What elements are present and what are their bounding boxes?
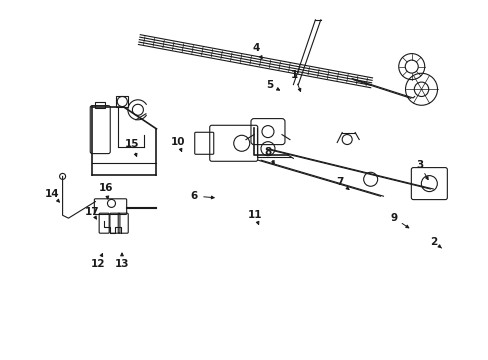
Text: 8: 8 <box>264 147 271 157</box>
Text: 11: 11 <box>247 210 262 220</box>
Text: 9: 9 <box>389 213 397 223</box>
Text: 1: 1 <box>290 70 297 80</box>
Text: 13: 13 <box>115 259 129 269</box>
Bar <box>95 102 105 108</box>
Text: 16: 16 <box>99 183 113 193</box>
Text: 7: 7 <box>336 177 343 187</box>
Text: 6: 6 <box>190 191 197 201</box>
Text: 5: 5 <box>266 80 273 90</box>
Text: 17: 17 <box>84 207 99 217</box>
Text: 14: 14 <box>44 189 59 199</box>
Text: 2: 2 <box>429 237 437 247</box>
Text: 12: 12 <box>91 259 105 269</box>
Text: 10: 10 <box>170 137 185 147</box>
Text: 4: 4 <box>252 43 259 53</box>
Text: 15: 15 <box>124 139 139 149</box>
Bar <box>116 96 128 107</box>
Text: 3: 3 <box>415 160 423 170</box>
